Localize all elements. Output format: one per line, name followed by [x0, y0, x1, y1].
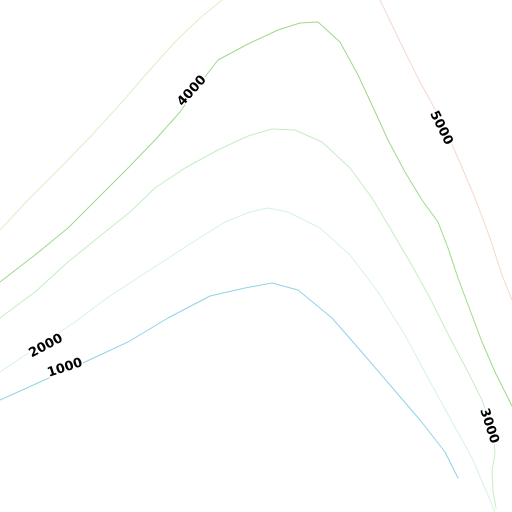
contour-line-3000 — [0, 128, 497, 509]
contour-line-1000 — [0, 282, 459, 479]
contour-line-4500 — [0, 0, 223, 231]
contour-label-2000: 2000 — [27, 331, 66, 361]
contour-label-5000: 5000 — [426, 108, 455, 147]
contour-line-4000 — [0, 21, 512, 407]
contour-label-3000: 3000 — [476, 406, 501, 445]
contour-label-4000: 4000 — [174, 73, 209, 110]
contour-line-2000 — [0, 207, 496, 512]
contour-label-1000: 1000 — [45, 355, 84, 380]
contour-line-5000 — [379, 0, 512, 301]
